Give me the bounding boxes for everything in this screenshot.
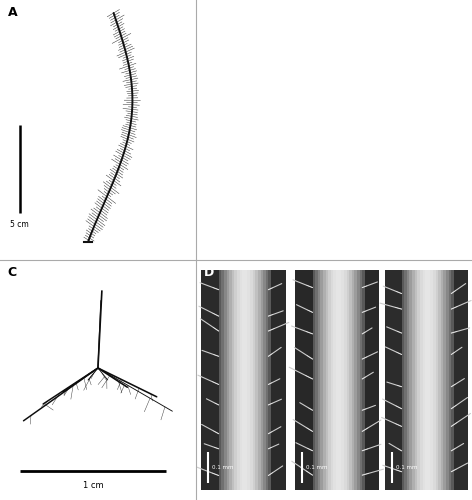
Bar — [451, 270, 454, 490]
Bar — [357, 270, 360, 490]
Bar — [441, 270, 444, 490]
Bar — [417, 270, 420, 490]
Bar — [266, 270, 269, 490]
Bar — [312, 270, 315, 490]
Text: 0.1 mm: 0.1 mm — [306, 465, 328, 470]
Bar — [443, 270, 446, 490]
Bar — [336, 270, 339, 490]
Bar — [449, 270, 451, 490]
Text: D: D — [204, 266, 214, 279]
Text: 0.1 mm: 0.1 mm — [212, 465, 234, 470]
Bar — [349, 270, 352, 490]
Bar — [415, 270, 417, 490]
Bar — [339, 270, 341, 490]
Bar — [235, 270, 237, 490]
Bar — [250, 270, 253, 490]
Bar — [237, 270, 240, 490]
Bar — [404, 270, 407, 490]
Text: 5 cm: 5 cm — [10, 220, 29, 228]
Bar — [346, 270, 349, 490]
Text: 1 mm: 1 mm — [225, 222, 247, 232]
Bar — [354, 270, 357, 490]
Bar — [407, 270, 410, 490]
Bar — [253, 270, 255, 490]
Text: C: C — [8, 266, 17, 279]
Bar — [420, 270, 422, 490]
Bar — [326, 270, 329, 490]
Bar — [229, 270, 232, 490]
Bar — [269, 270, 271, 490]
Bar — [360, 270, 362, 490]
Bar — [352, 270, 354, 490]
Bar — [227, 270, 229, 490]
Bar — [409, 270, 412, 490]
Bar — [362, 270, 365, 490]
Bar — [315, 270, 318, 490]
Text: 1 cm: 1 cm — [83, 481, 103, 490]
Bar — [320, 270, 323, 490]
Text: 0.1 mm: 0.1 mm — [396, 465, 418, 470]
Bar — [430, 270, 433, 490]
Bar — [328, 270, 331, 490]
Bar — [261, 270, 263, 490]
Bar — [402, 270, 405, 490]
Text: B: B — [207, 6, 217, 20]
Bar — [412, 270, 415, 490]
Bar — [341, 270, 344, 490]
Bar — [318, 270, 320, 490]
Bar — [221, 270, 224, 490]
Bar — [232, 270, 235, 490]
Bar — [428, 270, 430, 490]
Bar — [240, 270, 242, 490]
Bar — [202, 270, 286, 490]
Bar — [425, 270, 428, 490]
Bar — [247, 270, 250, 490]
Bar — [295, 270, 379, 490]
Bar — [422, 270, 425, 490]
Bar — [219, 270, 221, 490]
Bar — [242, 270, 245, 490]
Text: A: A — [8, 6, 17, 20]
Bar — [323, 270, 326, 490]
Bar — [433, 270, 436, 490]
Bar — [436, 270, 438, 490]
Bar — [333, 270, 336, 490]
Bar — [344, 270, 347, 490]
Bar — [245, 270, 248, 490]
Bar — [258, 270, 261, 490]
Bar — [224, 270, 227, 490]
Bar — [446, 270, 449, 490]
Bar — [331, 270, 334, 490]
Bar — [263, 270, 266, 490]
Bar — [255, 270, 258, 490]
Bar — [385, 270, 468, 490]
Bar — [438, 270, 441, 490]
